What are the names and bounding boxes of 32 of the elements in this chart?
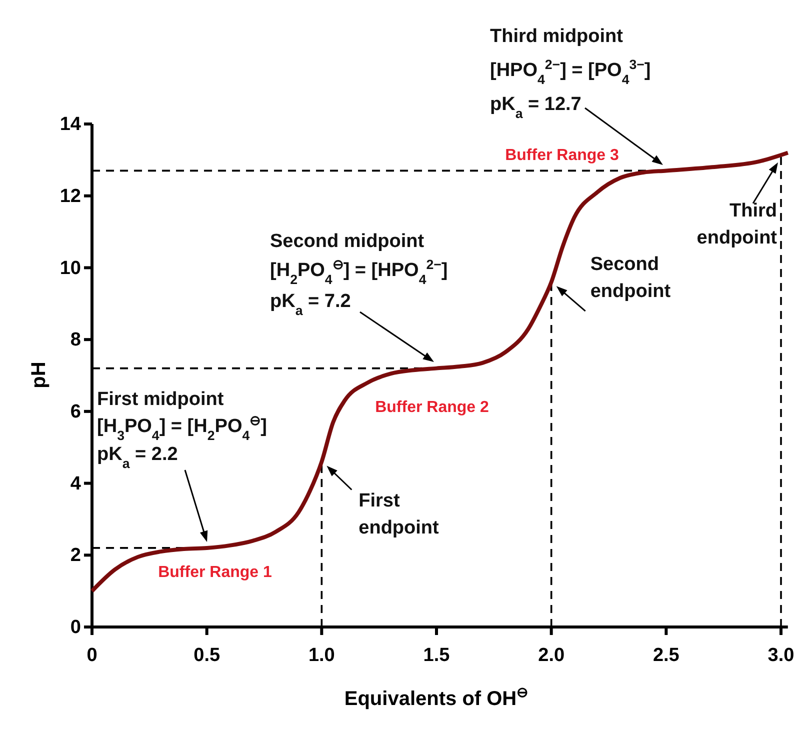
x-tick-label: 2.5 [652,644,680,666]
text: [H$_{2}$PO$_{4}$$^{⊖}$] = [HPO$_{4}$$^{2−}$] [270,256,448,286]
y-tick-label: 12 [60,186,81,207]
y-tick-label: 6 [70,402,81,423]
y-tick-label: 8 [70,330,81,351]
text: Third midpoint [490,26,624,47]
x-tick-label: 0 [86,644,98,666]
x-tick-label: 1.5 [423,644,450,666]
annotation: Buffer Range 2 [375,399,489,416]
x-tick-label: 0.5 [194,644,220,666]
annotation: Second midpoint [270,231,425,252]
y-axis-title: pH [28,362,50,388]
x-tick-label: 1.0 [308,644,335,666]
annotation: pK$_{a}$ = 7.2 [270,291,351,318]
annotation: Buffer Range 3 [505,147,619,164]
annotation: pK$_{a}$ = 2.2 [97,444,178,470]
annotation: Buffer Range 1 [158,564,272,581]
x-tick-label: 2.0 [538,644,565,666]
y-tick-label: 10 [60,258,81,279]
annotation: First endpoint [358,490,440,539]
annotation: Second endpoint [590,254,672,302]
text: [HPO$_{4}$$^{2−}$] = [PO$_{4}$$^{3−}$] [490,56,651,86]
y-tick-label: 4 [70,473,82,494]
y-tick-label: 2 [70,545,81,566]
y-tick-label: 0 [70,617,81,638]
annotation: First midpoint [97,389,224,410]
x-axis-title: Equivalents of OH$^{⊖}$ [344,684,529,710]
annotation: Third endpoint [696,200,778,248]
text: [H$_{3}$PO$_{4}$] = [H$_{2}$PO$_{4}$$^{⊖}$] [97,412,267,442]
y-tick-label: 14 [60,114,82,136]
x-tick-label: 3.0 [768,644,794,666]
text: pK$_{a}$ = 12.7 [490,94,582,120]
